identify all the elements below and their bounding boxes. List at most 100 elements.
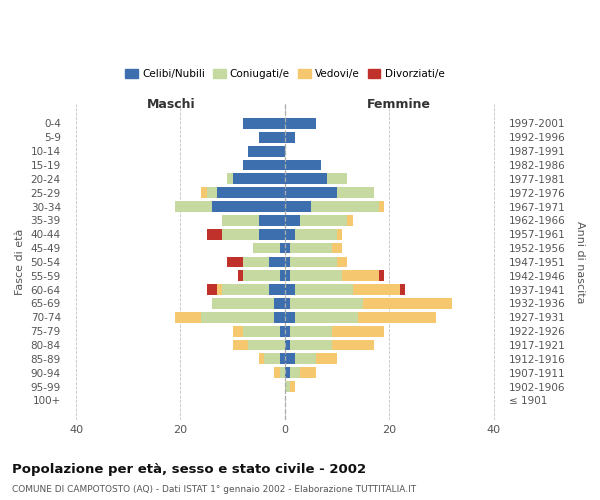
Bar bbox=[274, 368, 280, 378]
Bar bbox=[233, 340, 248, 350]
Bar bbox=[222, 215, 259, 226]
Bar bbox=[332, 242, 342, 254]
Bar bbox=[285, 256, 290, 268]
Bar bbox=[290, 340, 332, 350]
Bar bbox=[326, 174, 347, 184]
Bar bbox=[332, 340, 374, 350]
Bar bbox=[316, 354, 337, 364]
Bar bbox=[243, 160, 285, 170]
Text: COMUNE DI CAMPOTOSTO (AQ) - Dati ISTAT 1° gennaio 2002 - Elaborazione TUTTITALIA: COMUNE DI CAMPOTOSTO (AQ) - Dati ISTAT 1… bbox=[12, 485, 416, 494]
Bar bbox=[175, 201, 212, 212]
Bar bbox=[285, 270, 290, 281]
Legend: Celibi/Nubili, Coniugati/e, Vedovi/e, Divorziati/e: Celibi/Nubili, Coniugati/e, Vedovi/e, Di… bbox=[121, 64, 448, 83]
Bar bbox=[285, 340, 290, 350]
Bar bbox=[285, 284, 295, 295]
Bar bbox=[311, 201, 379, 212]
Text: Femmine: Femmine bbox=[367, 98, 431, 111]
Bar bbox=[400, 284, 405, 295]
Bar bbox=[264, 354, 280, 364]
Bar bbox=[379, 270, 384, 281]
Bar bbox=[227, 256, 243, 268]
Bar bbox=[290, 242, 332, 254]
Bar bbox=[212, 298, 274, 309]
Bar bbox=[290, 270, 342, 281]
Bar bbox=[280, 270, 285, 281]
Bar bbox=[222, 284, 269, 295]
Bar bbox=[285, 118, 316, 129]
Bar bbox=[259, 132, 285, 142]
Bar bbox=[259, 229, 285, 239]
Bar bbox=[295, 284, 353, 295]
Bar bbox=[285, 215, 301, 226]
Bar bbox=[290, 326, 332, 336]
Bar bbox=[217, 188, 285, 198]
Y-axis label: Fasce di età: Fasce di età bbox=[15, 228, 25, 295]
Bar bbox=[259, 215, 285, 226]
Bar bbox=[285, 312, 295, 322]
Bar bbox=[301, 368, 316, 378]
Bar bbox=[285, 132, 295, 142]
Bar bbox=[285, 229, 295, 239]
Bar bbox=[222, 229, 259, 239]
Bar bbox=[285, 174, 326, 184]
Bar bbox=[353, 284, 400, 295]
Bar bbox=[358, 312, 436, 322]
Bar bbox=[295, 229, 337, 239]
Bar bbox=[290, 381, 295, 392]
Bar bbox=[337, 256, 347, 268]
Bar bbox=[285, 160, 322, 170]
Bar bbox=[280, 326, 285, 336]
Bar bbox=[337, 229, 342, 239]
Bar bbox=[227, 174, 233, 184]
Bar bbox=[280, 368, 285, 378]
Bar bbox=[243, 326, 280, 336]
Bar bbox=[253, 242, 280, 254]
Bar bbox=[238, 270, 243, 281]
Bar bbox=[363, 298, 452, 309]
Y-axis label: Anni di nascita: Anni di nascita bbox=[575, 220, 585, 303]
Bar bbox=[332, 326, 384, 336]
Bar bbox=[233, 326, 243, 336]
Bar bbox=[337, 188, 374, 198]
Bar bbox=[280, 354, 285, 364]
Bar bbox=[217, 284, 222, 295]
Bar bbox=[295, 354, 316, 364]
Bar bbox=[233, 174, 285, 184]
Bar bbox=[206, 229, 222, 239]
Text: Maschi: Maschi bbox=[146, 98, 195, 111]
Bar bbox=[285, 188, 337, 198]
Bar bbox=[243, 270, 280, 281]
Bar bbox=[202, 312, 274, 322]
Bar bbox=[285, 354, 295, 364]
Bar bbox=[379, 201, 384, 212]
Bar bbox=[342, 270, 379, 281]
Bar bbox=[295, 312, 358, 322]
Bar bbox=[206, 188, 217, 198]
Bar bbox=[202, 188, 206, 198]
Bar bbox=[285, 201, 311, 212]
Bar bbox=[248, 146, 285, 156]
Bar bbox=[290, 368, 301, 378]
Bar bbox=[285, 368, 290, 378]
Bar bbox=[206, 284, 217, 295]
Bar bbox=[269, 284, 285, 295]
Bar bbox=[274, 298, 285, 309]
Bar bbox=[301, 215, 347, 226]
Bar bbox=[269, 256, 285, 268]
Bar bbox=[285, 242, 290, 254]
Bar bbox=[290, 256, 337, 268]
Bar bbox=[285, 326, 290, 336]
Text: Popolazione per età, sesso e stato civile - 2002: Popolazione per età, sesso e stato civil… bbox=[12, 462, 366, 475]
Bar bbox=[290, 298, 363, 309]
Bar bbox=[259, 354, 264, 364]
Bar bbox=[248, 340, 285, 350]
Bar bbox=[347, 215, 353, 226]
Bar bbox=[285, 381, 290, 392]
Bar bbox=[243, 256, 269, 268]
Bar bbox=[175, 312, 202, 322]
Bar bbox=[285, 298, 290, 309]
Bar bbox=[243, 118, 285, 129]
Bar bbox=[274, 312, 285, 322]
Bar bbox=[212, 201, 285, 212]
Bar bbox=[280, 242, 285, 254]
